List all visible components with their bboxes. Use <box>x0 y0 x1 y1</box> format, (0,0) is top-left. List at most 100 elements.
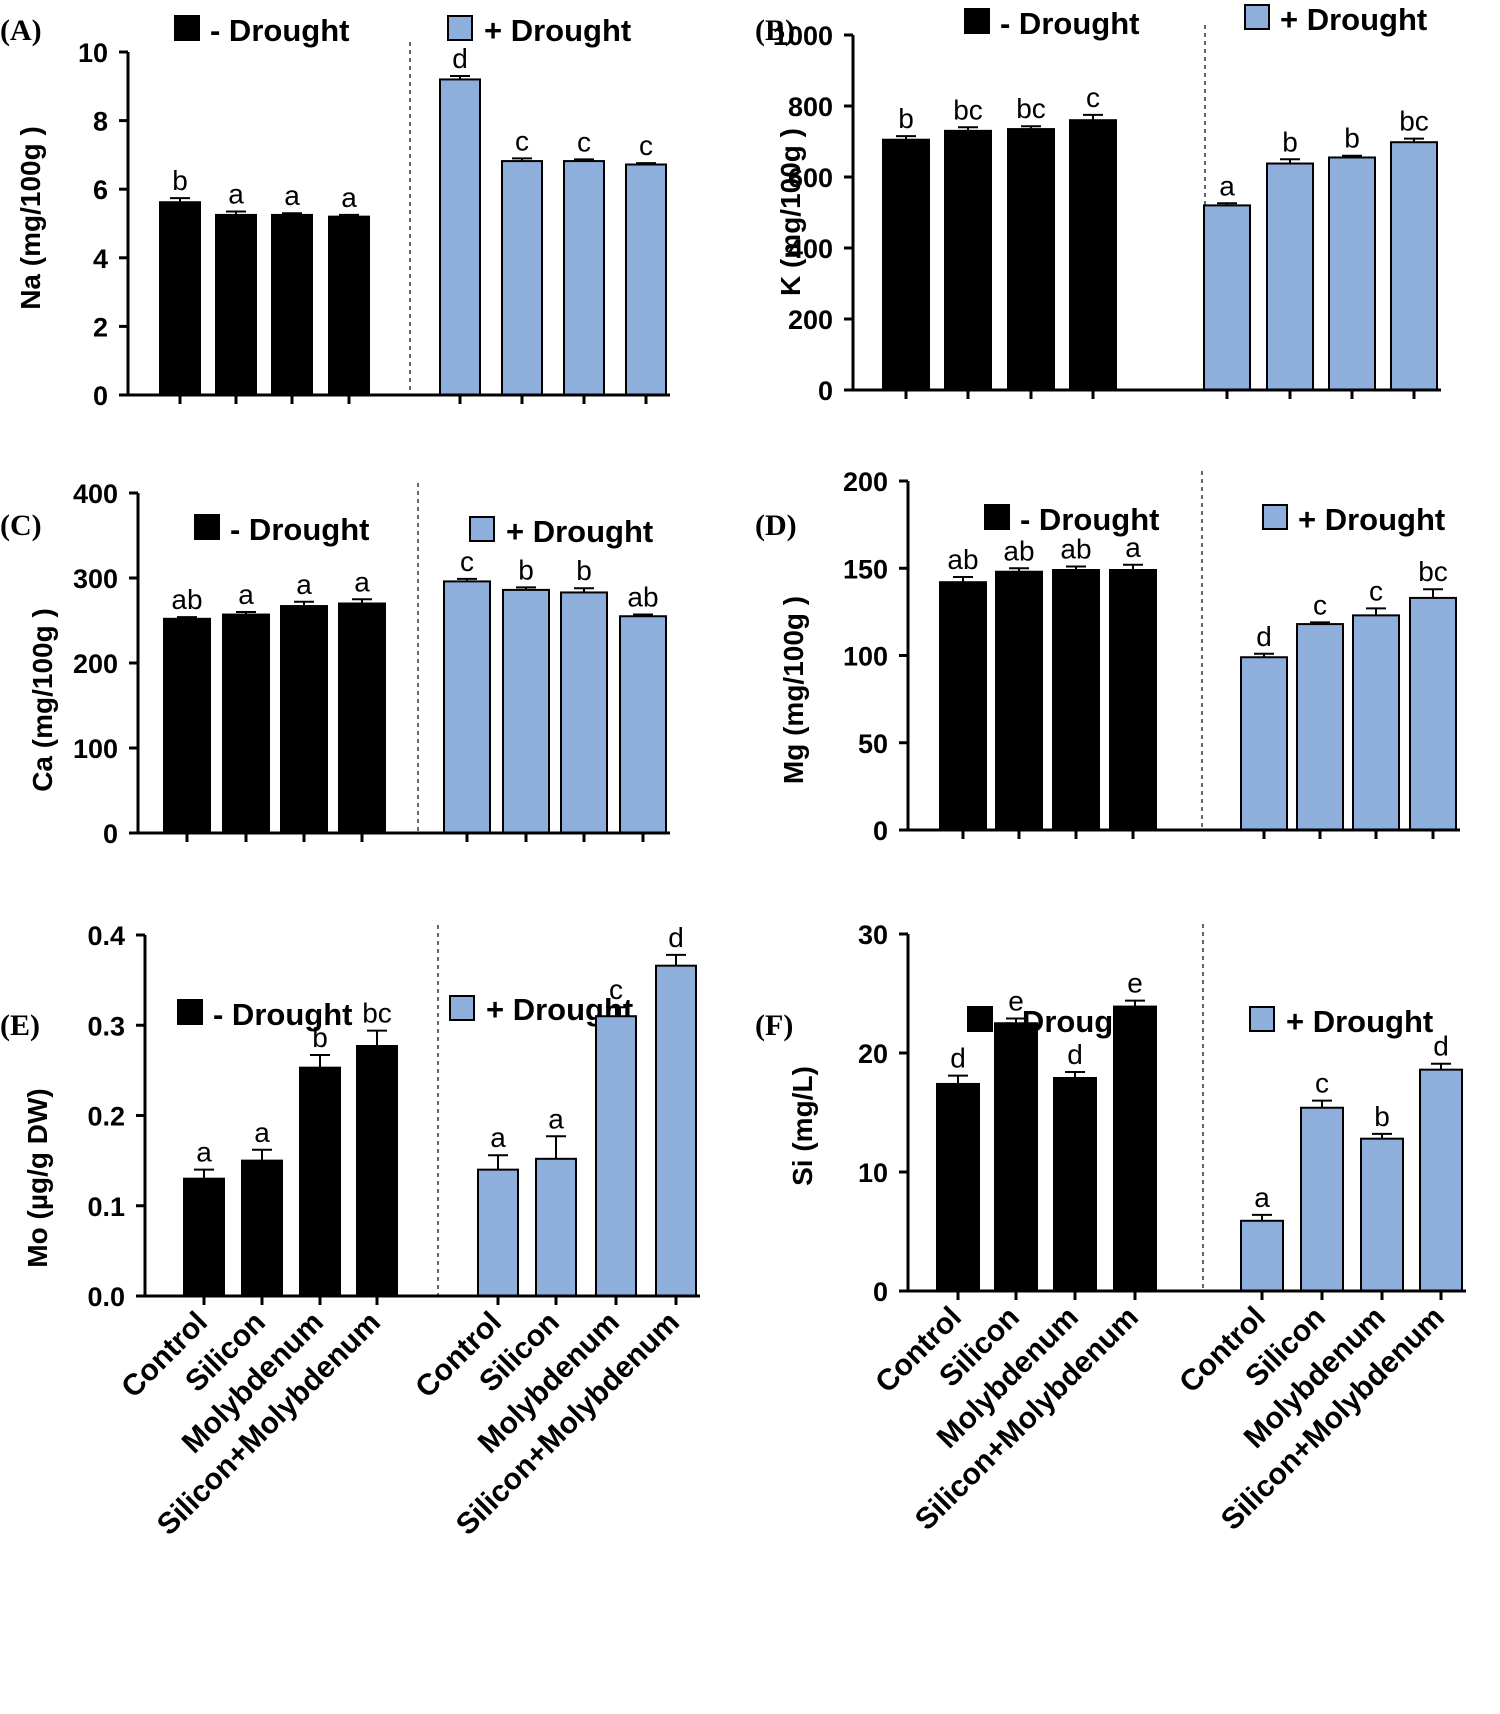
panel-c: (C) Ca (mg/100g ) - Drought + Drought <box>0 509 653 792</box>
y-tick-label-d: 200 <box>843 467 888 497</box>
y-tick-label-a: 8 <box>93 107 108 137</box>
bar-b-no-drought-1 <box>882 138 930 391</box>
significance-letter-f: d <box>1067 1039 1083 1070</box>
significance-letter-c: ab <box>171 584 202 615</box>
y-tick-label-f: 10 <box>858 1158 888 1188</box>
legend-label-no-drought-e: - Drought <box>213 997 352 1032</box>
significance-letter-e: d <box>668 922 684 953</box>
legend-swatch-drought-e <box>449 995 475 1021</box>
significance-letter-d: c <box>1313 589 1327 620</box>
significance-letter-b: c <box>1086 82 1100 113</box>
significance-letter-b: a <box>1219 170 1235 201</box>
y-tick-label-a: 10 <box>78 38 108 68</box>
significance-letter-a: a <box>228 178 244 209</box>
bar-b-drought-4 <box>1390 141 1438 391</box>
bar-a-no-drought-2 <box>215 213 257 396</box>
bar-c-no-drought-4 <box>338 602 386 834</box>
y-tick-label-d: 100 <box>843 642 888 672</box>
panel-label-d: (D) <box>755 509 797 542</box>
bar-a-no-drought-1 <box>159 201 201 396</box>
legend-swatch-drought-b <box>1244 4 1270 30</box>
bar-b-drought-3 <box>1328 156 1376 391</box>
legend-label-drought-d: + Drought <box>1298 502 1445 537</box>
y-tick-label-e: 0.0 <box>87 1282 125 1312</box>
legend-swatch-drought-a <box>447 15 473 41</box>
significance-letter-b: b <box>1282 126 1298 157</box>
bar-f-drought-3 <box>1360 1137 1404 1293</box>
y-tick-label-e: 0.4 <box>87 921 125 951</box>
bar-d-drought-1 <box>1240 656 1288 831</box>
significance-letter-f: c <box>1315 1068 1329 1099</box>
legend-swatch-drought-f <box>1249 1006 1275 1032</box>
y-tick-label-d: 150 <box>843 554 888 584</box>
y-axis-label-b: K (mg/100g ) <box>775 128 806 296</box>
bar-c-no-drought-2 <box>222 613 270 834</box>
significance-letter-f: b <box>1374 1101 1390 1132</box>
y-tick-label-c: 300 <box>73 564 118 594</box>
significance-letter-a: d <box>452 43 468 74</box>
bar-f-no-drought-1 <box>936 1082 980 1292</box>
bar-f-drought-4 <box>1419 1068 1463 1293</box>
y-tick-label-a: 6 <box>93 175 108 205</box>
bar-b-drought-2 <box>1266 162 1314 391</box>
significance-letter-d: ab <box>1003 535 1034 566</box>
significance-letter-e: a <box>196 1137 212 1168</box>
bar-a-no-drought-4 <box>328 215 370 396</box>
plot-c: 0 100 200 300 400 ab a a a c b b ab <box>73 479 670 849</box>
significance-letter-e: bc <box>362 998 392 1029</box>
legend-a: - Drought + Drought <box>174 13 631 48</box>
significance-letter-f: e <box>1127 968 1143 999</box>
significance-letter-c: b <box>518 554 534 585</box>
legend-swatch-no-drought-b <box>964 8 990 34</box>
bar-c-drought-1 <box>443 580 491 835</box>
y-tick-label-b: 200 <box>788 305 833 335</box>
bar-f-no-drought-3 <box>1053 1076 1097 1292</box>
y-tick-label-c: 400 <box>73 479 118 509</box>
significance-letter-a: b <box>172 165 188 196</box>
significance-letter-e: b <box>312 1022 328 1053</box>
bar-c-drought-4 <box>619 615 667 834</box>
significance-letter-d: c <box>1369 575 1383 606</box>
bar-e-drought-3 <box>595 1015 637 1297</box>
significance-letter-f: d <box>1433 1031 1449 1062</box>
panel-a: (A) Na (mg/100g ) - Drought + Drought <box>0 13 631 310</box>
significance-letter-c: a <box>296 569 312 600</box>
significance-letter-f: e <box>1008 985 1024 1016</box>
significance-letter-e: c <box>609 974 623 1005</box>
y-tick-label-e: 0.3 <box>87 1011 125 1041</box>
y-tick-label-f: 0 <box>873 1277 888 1307</box>
bar-e-no-drought-1 <box>183 1177 225 1298</box>
legend-swatch-no-drought-a <box>174 15 200 41</box>
bar-c-drought-2 <box>502 588 550 835</box>
y-tick-label-e: 0.2 <box>87 1102 125 1132</box>
bar-f-no-drought-4 <box>1113 1005 1157 1293</box>
legend-label-drought-c: + Drought <box>506 514 653 549</box>
y-tick-label-b: 800 <box>788 92 833 122</box>
significance-letter-e: a <box>548 1103 564 1134</box>
legend-swatch-drought-d <box>1262 504 1288 530</box>
bar-a-drought-2 <box>501 160 543 396</box>
legend-swatch-no-drought-e <box>177 999 203 1025</box>
bar-d-no-drought-4 <box>1109 568 1157 831</box>
significance-letter-b: b <box>898 103 914 134</box>
y-tick-label-a: 2 <box>93 312 108 342</box>
bar-d-no-drought-1 <box>939 581 987 832</box>
y-tick-label-e: 0.1 <box>87 1192 125 1222</box>
significance-letter-c: c <box>460 546 474 577</box>
bar-e-no-drought-4 <box>356 1045 398 1297</box>
panel-label-a: (A) <box>0 14 42 47</box>
significance-letter-d: ab <box>1060 534 1091 565</box>
significance-letter-d: a <box>1125 532 1141 563</box>
legend-swatch-drought-c <box>469 516 495 542</box>
y-axis-label-f: Si (mg/L) <box>787 1066 818 1186</box>
bar-b-drought-1 <box>1203 204 1251 391</box>
significance-letter-c: a <box>238 579 254 610</box>
y-axis-label-e: Mo (µg/g DW) <box>22 1088 53 1267</box>
significance-letter-b: b <box>1344 123 1360 154</box>
plot-b: 0 200 400 600 800 1000 b bc bc c a b b bc <box>773 21 1441 406</box>
significance-letter-f: a <box>1254 1182 1270 1213</box>
bar-c-drought-3 <box>560 591 608 835</box>
significance-letter-c: a <box>354 566 370 597</box>
bar-a-drought-3 <box>563 160 605 396</box>
